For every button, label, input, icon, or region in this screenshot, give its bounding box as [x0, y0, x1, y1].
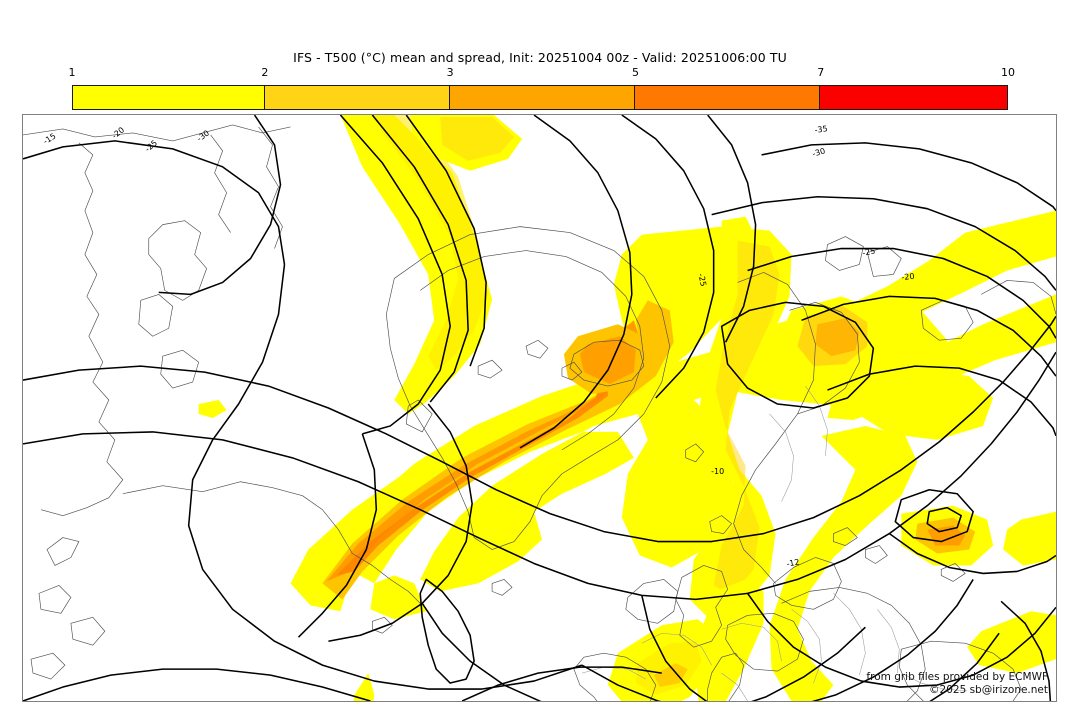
colorbar-segment-2 — [450, 86, 636, 109]
colorbar-segment-3 — [635, 86, 821, 109]
border-layer — [581, 385, 968, 701]
contour-label-6: -25 — [862, 246, 877, 258]
coastline-layer — [23, 124, 1056, 701]
contour-label-10: -10 — [711, 467, 724, 476]
contour-label-4: -35 — [814, 124, 828, 135]
colorbar: 1 2 3 5 7 10 — [69, 66, 1015, 110]
contour-label-9: -12 — [786, 557, 800, 568]
colorbar-tick-5: 5 — [631, 66, 639, 79]
colorbar-segment-4 — [820, 86, 1007, 109]
map-canvas: -15 -20-25-30 -35-30-25-20-25-12-10 — [23, 115, 1056, 701]
contour-label-5: -30 — [811, 146, 826, 158]
colorbar-tick-7: 7 — [817, 66, 825, 79]
contour-label-7: -20 — [901, 272, 915, 282]
colorbar-tick-10: 10 — [1001, 66, 1015, 79]
map-panel[interactable]: -15 -20 -25 -30 -35 -30 -25 -20 -25 -12 -10 from g… — [22, 114, 1057, 702]
spread-shading-layer — [198, 115, 1056, 701]
colorbar-segment-1 — [265, 86, 451, 109]
colorbar-segment-0 — [73, 86, 266, 109]
colorbar-tick-2: 2 — [261, 66, 269, 79]
contour-label-8: -25 — [696, 273, 708, 288]
colorbar-swatches — [72, 85, 1008, 110]
contour-layer — [23, 115, 1056, 701]
colorbar-tick-1: 1 — [68, 66, 76, 79]
colorbar-tick-3: 3 — [446, 66, 454, 79]
page-title: IFS - T500 (°C) mean and spread, Init: 2… — [293, 50, 787, 65]
